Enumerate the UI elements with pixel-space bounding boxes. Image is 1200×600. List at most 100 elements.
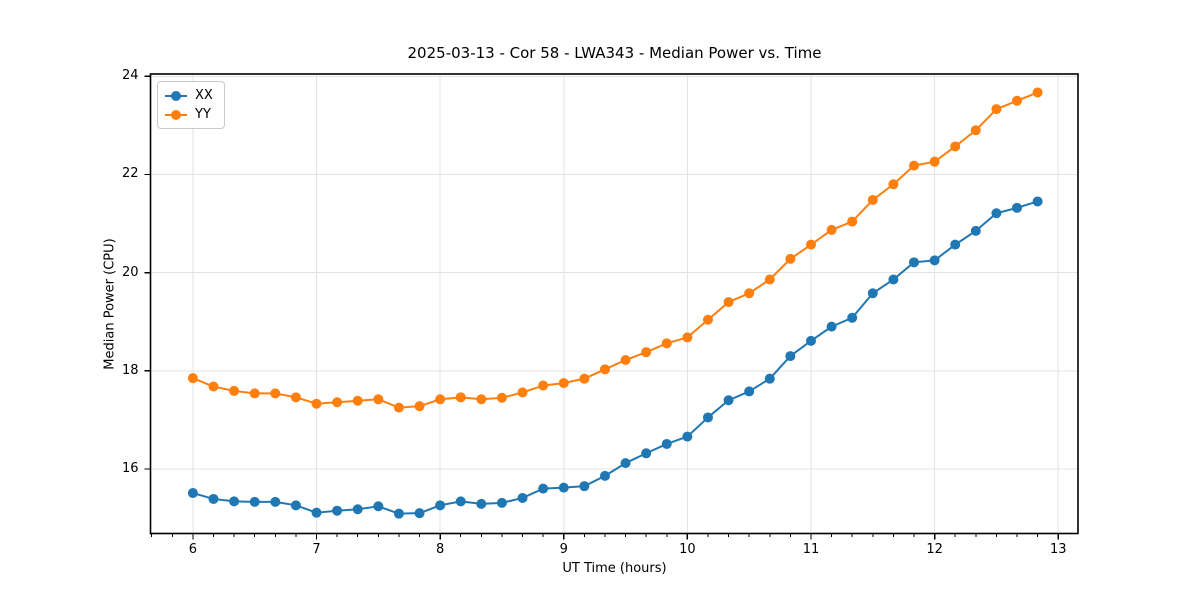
xx-series-marker — [908, 257, 919, 268]
yy-series-marker — [229, 385, 240, 396]
yy-series-marker — [950, 141, 961, 152]
x-axis-label: UT Time (hours) — [562, 561, 667, 576]
yy-series-marker — [888, 179, 899, 190]
xx-series-marker — [1032, 196, 1043, 207]
x-tick-label: 11 — [802, 541, 820, 557]
legend-label-xx: XX — [195, 88, 213, 103]
yy-series-marker — [290, 392, 301, 403]
xx-series-marker — [352, 504, 363, 515]
xx-series-marker — [702, 412, 713, 423]
x-tick-label: 13 — [1049, 541, 1067, 557]
xx-series-marker — [661, 438, 672, 449]
yy-series-marker — [579, 373, 590, 384]
xx-series-marker — [599, 470, 610, 481]
xx-series-marker — [970, 225, 981, 236]
yy-series-marker — [723, 297, 734, 308]
xx-series-marker — [950, 239, 961, 250]
yy-series-marker — [435, 394, 446, 405]
xx-series-marker — [764, 373, 775, 384]
xx-series-marker — [682, 431, 693, 442]
yy-series-marker — [826, 224, 837, 235]
yy-series-marker — [270, 388, 281, 399]
y-tick-label: 20 — [121, 264, 139, 280]
xx-series-marker — [867, 288, 878, 299]
yy-series-marker — [208, 381, 219, 392]
legend: XX YY — [157, 81, 225, 129]
xx-series-marker — [208, 493, 219, 504]
yy-series-marker — [455, 392, 466, 403]
x-tick-label: 6 — [188, 541, 198, 557]
xx-series-marker — [332, 505, 343, 516]
x-tick-label: 8 — [435, 541, 445, 557]
x-tick-label: 10 — [679, 541, 696, 557]
yy-series-marker — [249, 388, 260, 399]
yy-series-marker — [476, 394, 487, 405]
xx-series-marker — [187, 488, 198, 499]
yy-series-marker — [373, 394, 384, 405]
yy-series-marker — [414, 401, 425, 412]
xx-series-marker — [1012, 202, 1023, 213]
yy-series-marker — [929, 156, 940, 167]
legend-label-yy: YY — [195, 107, 211, 122]
xx-series-marker — [723, 395, 734, 406]
yy-series-marker — [599, 364, 610, 375]
yy-series-marker — [867, 194, 878, 205]
xx-series-marker — [311, 507, 322, 518]
xx-series-marker — [414, 508, 425, 519]
yy-series-marker — [1032, 87, 1043, 98]
yy-series-marker — [847, 216, 858, 227]
xx-series-marker — [579, 481, 590, 492]
yy-series-marker — [620, 355, 631, 366]
xx-series-marker — [476, 498, 487, 509]
yy-series-marker — [1012, 95, 1023, 106]
xx-series-marker — [517, 492, 528, 503]
xx-series-marker — [393, 508, 404, 519]
xx-series-marker — [744, 386, 755, 397]
xx-series-marker — [620, 458, 631, 469]
xx-series-marker — [435, 500, 446, 511]
xx-series-marker — [290, 500, 301, 511]
y-tick-label: 24 — [121, 68, 139, 84]
xx-series-marker — [805, 335, 816, 346]
x-tick-label: 7 — [312, 541, 321, 557]
xx-series-marker — [558, 482, 569, 493]
x-tick-label: 12 — [926, 541, 943, 557]
legend-item-xx: XX — [165, 86, 213, 105]
xx-series-marker — [991, 208, 1002, 219]
yy-series-marker — [682, 332, 693, 343]
yy-series-marker — [352, 395, 363, 406]
yy-series-marker — [332, 397, 343, 408]
xx-series-marker — [249, 496, 260, 507]
axes-spines — [149, 73, 1079, 535]
y-tick-label: 22 — [121, 166, 139, 182]
yy-series-marker — [785, 253, 796, 264]
yy-series-marker — [744, 288, 755, 299]
xx-series-marker — [496, 497, 507, 508]
y-tick-label: 18 — [121, 362, 139, 378]
xx-series-marker — [826, 321, 837, 332]
yy-series-marker — [908, 160, 919, 171]
xx-series-marker — [538, 483, 549, 494]
yy-series-marker — [393, 402, 404, 413]
yy-series-marker — [991, 104, 1002, 115]
legend-item-yy: YY — [165, 105, 213, 124]
yy-series-marker — [538, 380, 549, 391]
legend-line-marker-icon — [165, 109, 187, 120]
yy-series-marker — [558, 378, 569, 389]
legend-line-marker-icon — [165, 90, 187, 101]
chart-title: 2025-03-13 - Cor 58 - LWA343 - Median Po… — [407, 44, 822, 62]
xx-series-marker — [229, 496, 240, 507]
yy-series-marker — [311, 398, 322, 409]
xx-series-marker — [455, 496, 466, 507]
xx-series-marker — [888, 274, 899, 285]
xx-series-marker — [641, 448, 652, 459]
xx-series-marker — [847, 312, 858, 323]
xx-series-marker — [785, 351, 796, 362]
yy-series-marker — [805, 239, 816, 250]
x-tick-label: 9 — [559, 541, 568, 557]
xx-series-marker — [373, 501, 384, 512]
yy-series-line — [192, 91, 1038, 409]
yy-series-marker — [496, 392, 507, 403]
